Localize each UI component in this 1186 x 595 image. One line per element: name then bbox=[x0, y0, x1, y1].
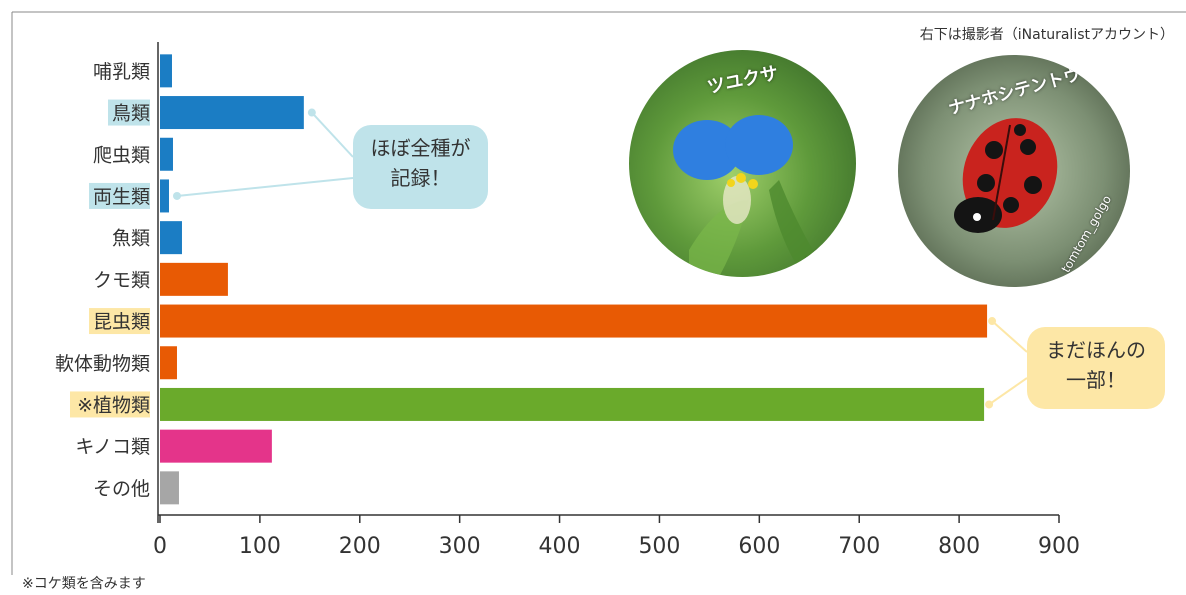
callout-blue-line1: ほぼ全種が bbox=[370, 136, 471, 160]
callout-connector-dot bbox=[172, 191, 181, 200]
callout-connector bbox=[988, 377, 1028, 406]
category-label-highlight bbox=[70, 391, 150, 418]
bar bbox=[160, 179, 169, 213]
x-tick-label: 500 bbox=[638, 534, 680, 559]
bar bbox=[160, 429, 272, 463]
x-tick-label: 300 bbox=[439, 534, 481, 559]
x-tick-label: 900 bbox=[1038, 534, 1080, 559]
callout-connector-dot bbox=[988, 317, 997, 326]
callout-nearly-all-recorded: ほぼ全種が 記録！ bbox=[353, 125, 488, 209]
category-label-highlight bbox=[89, 182, 150, 209]
y-tick-label: 昆虫類 bbox=[93, 311, 150, 333]
callout-yellow-line2: 一部！ bbox=[1066, 368, 1126, 392]
bar bbox=[160, 137, 173, 171]
bar bbox=[160, 471, 179, 505]
x-tick-label: 600 bbox=[738, 534, 780, 559]
category-label-highlight bbox=[108, 99, 150, 126]
callout-connector bbox=[311, 111, 354, 158]
bar bbox=[160, 221, 182, 255]
bar bbox=[160, 387, 985, 421]
dayflower-photo: ツユクサ 有馬一 bbox=[629, 50, 856, 277]
dayflower-illustration bbox=[673, 115, 829, 277]
x-tick-label: 800 bbox=[938, 534, 980, 559]
x-tick-label: 100 bbox=[239, 534, 281, 559]
bar bbox=[160, 346, 177, 380]
callout-only-a-fraction: まだほんの 一部！ bbox=[1027, 327, 1165, 409]
ladybug-photo: ナナホシテントウ tomtom_golgo bbox=[898, 55, 1130, 287]
callout-yellow-line1: まだほんの bbox=[1046, 338, 1146, 362]
y-tick-label: クモ類 bbox=[93, 269, 150, 291]
bar bbox=[160, 262, 228, 296]
y-tick-label: 軟体動物類 bbox=[55, 353, 150, 375]
bar bbox=[160, 96, 304, 130]
bar bbox=[160, 54, 172, 88]
callout-connector bbox=[991, 320, 1028, 353]
footnote-moss-included: ※コケ類を含みます bbox=[22, 576, 146, 592]
photo-credit-note: 右下は撮影者（iNaturalistアカウント） bbox=[919, 27, 1174, 43]
callout-connector-dot bbox=[307, 108, 316, 117]
x-tick-label: 700 bbox=[838, 534, 880, 559]
y-tick-label: その他 bbox=[93, 478, 150, 500]
y-tick-label: 魚類 bbox=[112, 228, 150, 250]
x-tick-label: 400 bbox=[539, 534, 581, 559]
y-tick-label: 両生類 bbox=[93, 186, 150, 208]
bar bbox=[160, 304, 988, 338]
y-tick-label: 爬虫類 bbox=[93, 144, 150, 166]
y-tick-label: キノコ類 bbox=[75, 436, 150, 458]
x-tick-label: 0 bbox=[153, 534, 167, 559]
category-label-highlight bbox=[89, 308, 150, 335]
y-tick-label: 哺乳類 bbox=[93, 61, 150, 83]
ladybug-illustration bbox=[954, 118, 1058, 233]
callout-blue-line2: 記録！ bbox=[390, 166, 451, 190]
y-tick-label: ※植物類 bbox=[77, 394, 150, 416]
y-tick-label: 鳥類 bbox=[112, 103, 150, 125]
callout-connector bbox=[176, 177, 354, 197]
x-tick-label: 200 bbox=[339, 534, 381, 559]
callout-connector-dot bbox=[985, 400, 994, 409]
